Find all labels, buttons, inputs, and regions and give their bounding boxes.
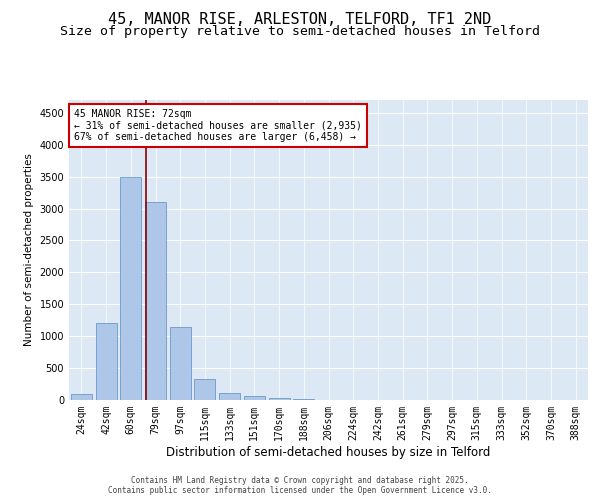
Bar — [219, 392, 240, 400]
Bar — [95, 324, 116, 400]
Bar — [71, 394, 92, 400]
Text: Size of property relative to semi-detached houses in Telford: Size of property relative to semi-detach… — [60, 25, 540, 38]
Bar — [244, 396, 265, 400]
Bar — [145, 202, 166, 400]
Y-axis label: Number of semi-detached properties: Number of semi-detached properties — [24, 154, 34, 346]
Bar — [194, 379, 215, 400]
Bar — [170, 326, 191, 400]
Text: Contains HM Land Registry data © Crown copyright and database right 2025.
Contai: Contains HM Land Registry data © Crown c… — [108, 476, 492, 495]
Bar — [269, 398, 290, 400]
Text: 45 MANOR RISE: 72sqm
← 31% of semi-detached houses are smaller (2,935)
67% of se: 45 MANOR RISE: 72sqm ← 31% of semi-detac… — [74, 109, 362, 142]
X-axis label: Distribution of semi-detached houses by size in Telford: Distribution of semi-detached houses by … — [166, 446, 491, 458]
Bar — [120, 176, 141, 400]
Text: 45, MANOR RISE, ARLESTON, TELFORD, TF1 2ND: 45, MANOR RISE, ARLESTON, TELFORD, TF1 2… — [109, 12, 491, 28]
